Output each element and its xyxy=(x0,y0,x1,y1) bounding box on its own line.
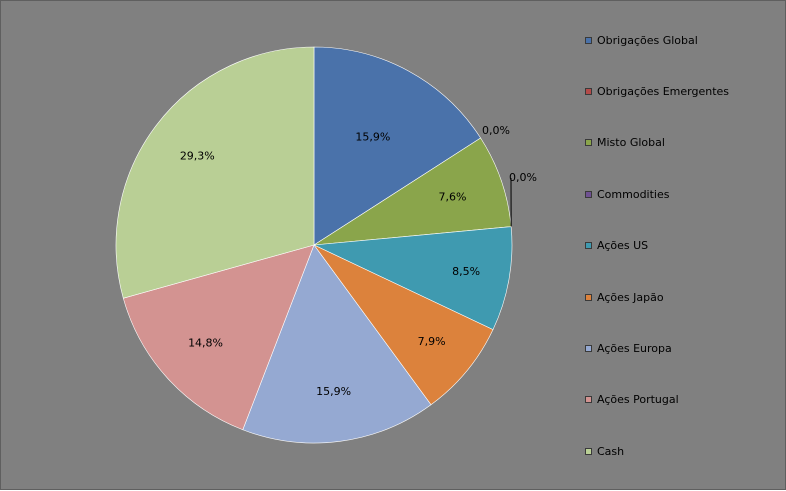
data-label-9: 29,3% xyxy=(180,149,215,162)
data-label-3: 7,6% xyxy=(439,190,467,203)
data-label-8: 14,8% xyxy=(188,337,223,350)
data-label-7: 15,9% xyxy=(316,385,351,398)
legend-item: Obrigações Emergentes xyxy=(585,81,729,101)
legend-item: Commodities xyxy=(585,184,669,204)
legend-label: Commodities xyxy=(597,188,669,201)
data-label-4: 0,0% xyxy=(509,171,537,184)
data-label-1: 15,9% xyxy=(355,130,390,143)
legend-label: Obrigações Emergentes xyxy=(597,85,729,98)
data-label-6: 7,9% xyxy=(418,335,446,348)
legend-swatch xyxy=(585,191,592,198)
legend-swatch xyxy=(585,88,592,95)
data-label-5: 8,5% xyxy=(452,265,480,278)
legend-swatch xyxy=(585,139,592,146)
legend-item: Ações Portugal xyxy=(585,390,679,410)
legend-label: Ações Portugal xyxy=(597,393,679,406)
legend-label: Ações Europa xyxy=(597,342,672,355)
legend-label: Ações Japão xyxy=(597,291,664,304)
legend-swatch xyxy=(585,37,592,44)
legend-label: Ações US xyxy=(597,239,648,252)
legend-swatch xyxy=(585,448,592,455)
legend-swatch xyxy=(585,345,592,352)
legend-label: Misto Global xyxy=(597,136,665,149)
legend-item: Obrigações Global xyxy=(585,30,698,50)
legend-item: Cash xyxy=(585,441,624,461)
legend-item: Ações Europa xyxy=(585,338,672,358)
legend-swatch xyxy=(585,242,592,249)
data-label-2: 0,0% xyxy=(482,124,510,137)
legend-label: Cash xyxy=(597,445,624,458)
legend-label: Obrigações Global xyxy=(597,34,698,47)
legend-swatch xyxy=(585,294,592,301)
legend-swatch xyxy=(585,396,592,403)
legend-item: Misto Global xyxy=(585,133,665,153)
legend-item: Ações US xyxy=(585,236,648,256)
legend-item: Ações Japão xyxy=(585,287,664,307)
